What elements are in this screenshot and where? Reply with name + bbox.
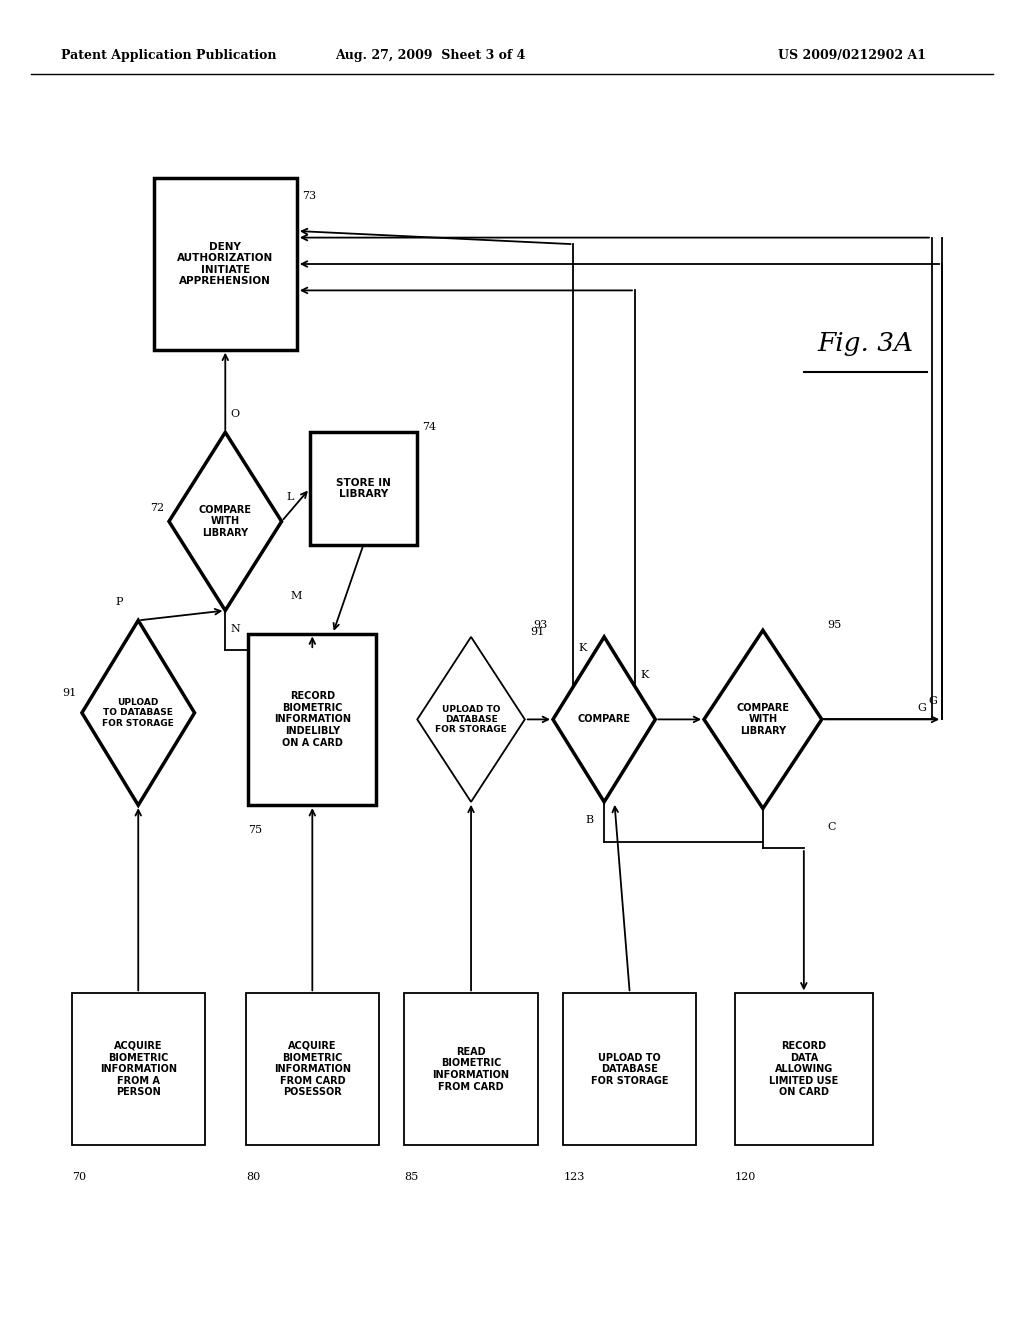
Text: COMPARE: COMPARE <box>578 714 631 725</box>
Text: UPLOAD
TO DATABASE
FOR STORAGE: UPLOAD TO DATABASE FOR STORAGE <box>102 698 174 727</box>
Text: G: G <box>918 702 927 713</box>
Polygon shape <box>553 636 655 801</box>
FancyBboxPatch shape <box>404 993 538 1144</box>
Text: 120: 120 <box>735 1172 756 1181</box>
Text: C: C <box>827 821 836 832</box>
Text: 85: 85 <box>404 1172 419 1181</box>
FancyBboxPatch shape <box>248 634 377 805</box>
Text: 73: 73 <box>302 191 316 202</box>
Polygon shape <box>418 636 525 801</box>
Text: 95: 95 <box>827 620 841 631</box>
Text: 80: 80 <box>246 1172 260 1181</box>
Text: COMPARE
WITH
LIBRARY: COMPARE WITH LIBRARY <box>736 702 790 737</box>
Text: 72: 72 <box>150 503 164 513</box>
Polygon shape <box>82 620 195 805</box>
Text: Aug. 27, 2009  Sheet 3 of 4: Aug. 27, 2009 Sheet 3 of 4 <box>335 49 525 62</box>
Text: O: O <box>230 409 240 420</box>
Text: G: G <box>928 696 937 706</box>
Text: 70: 70 <box>72 1172 86 1181</box>
Text: B: B <box>586 814 594 825</box>
Text: DENY
AUTHORIZATION
INITIATE
APPREHENSION: DENY AUTHORIZATION INITIATE APPREHENSION <box>177 242 273 286</box>
Polygon shape <box>169 433 282 610</box>
Text: 123: 123 <box>563 1172 585 1181</box>
FancyBboxPatch shape <box>309 433 418 544</box>
Text: N: N <box>230 624 241 634</box>
FancyBboxPatch shape <box>563 993 696 1144</box>
Text: COMPARE
WITH
LIBRARY: COMPARE WITH LIBRARY <box>199 504 252 539</box>
Text: 75: 75 <box>248 825 262 836</box>
FancyBboxPatch shape <box>154 178 297 350</box>
Text: P: P <box>116 597 123 607</box>
Text: M: M <box>291 590 302 601</box>
Text: US 2009/0212902 A1: US 2009/0212902 A1 <box>778 49 927 62</box>
Text: Patent Application Publication: Patent Application Publication <box>61 49 276 62</box>
Text: READ
BIOMETRIC
INFORMATION
FROM CARD: READ BIOMETRIC INFORMATION FROM CARD <box>432 1047 510 1092</box>
FancyBboxPatch shape <box>246 993 379 1144</box>
Text: L: L <box>287 491 294 502</box>
Text: K: K <box>579 643 587 653</box>
Text: Fig. 3A: Fig. 3A <box>817 331 913 355</box>
Text: RECORD
BIOMETRIC
INFORMATION
INDELIBLY
ON A CARD: RECORD BIOMETRIC INFORMATION INDELIBLY O… <box>273 692 351 747</box>
Text: UPLOAD TO
DATABASE
FOR STORAGE: UPLOAD TO DATABASE FOR STORAGE <box>591 1052 669 1086</box>
Text: RECORD
DATA
ALLOWING
LIMITED USE
ON CARD: RECORD DATA ALLOWING LIMITED USE ON CARD <box>769 1041 839 1097</box>
Text: 93: 93 <box>534 620 548 630</box>
Text: 91: 91 <box>530 627 544 636</box>
Text: STORE IN
LIBRARY: STORE IN LIBRARY <box>336 478 391 499</box>
FancyBboxPatch shape <box>72 993 205 1144</box>
Text: ACQUIRE
BIOMETRIC
INFORMATION
FROM A
PERSON: ACQUIRE BIOMETRIC INFORMATION FROM A PER… <box>99 1041 177 1097</box>
Text: 74: 74 <box>422 422 436 433</box>
FancyBboxPatch shape <box>735 993 872 1144</box>
Text: K: K <box>640 669 648 680</box>
Text: 91: 91 <box>62 688 77 698</box>
Text: ACQUIRE
BIOMETRIC
INFORMATION
FROM CARD
POSESSOR: ACQUIRE BIOMETRIC INFORMATION FROM CARD … <box>273 1041 351 1097</box>
Polygon shape <box>705 631 821 808</box>
Text: UPLOAD TO
DATABASE
FOR STORAGE: UPLOAD TO DATABASE FOR STORAGE <box>435 705 507 734</box>
